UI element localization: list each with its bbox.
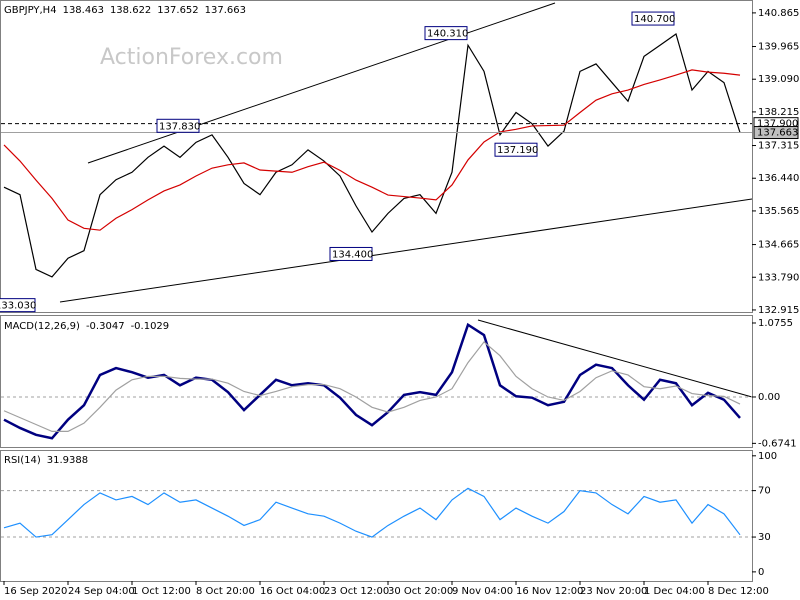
channel-lower [59, 198, 753, 303]
y-tick-label: 1.0755 [758, 318, 793, 329]
x-tick-label: 9 Nov 04:00 [452, 586, 513, 597]
panel-label: -0.3047 [86, 321, 125, 332]
annotation-label: 134.400 [332, 249, 373, 260]
y-tick-label: 135.565 [758, 206, 799, 217]
panel-label: 137.652 [157, 5, 198, 16]
y-tick-label: 0.00 [758, 392, 780, 403]
annotation-label: 140.700 [634, 14, 675, 25]
y-tick-label: 134.665 [758, 240, 799, 251]
panel-label: 138.622 [110, 5, 151, 16]
y-tick-label: 139.965 [758, 42, 799, 53]
x-tick-label: 8 Oct 20:00 [196, 586, 255, 597]
x-tick-label: 16 Oct 04:00 [260, 586, 325, 597]
y-tick-label: 137.315 [758, 141, 799, 152]
panel-label: -0.1029 [131, 321, 170, 332]
annotation-label: 137.830 [159, 121, 200, 132]
y-tick-label: 139.090 [758, 74, 799, 85]
x-tick-label: 1 Dec 04:00 [644, 586, 705, 597]
annotation-label: 137.190 [497, 145, 538, 156]
price-panel [0, 0, 753, 313]
x-tick-label: 23 Oct 12:00 [324, 586, 389, 597]
annotation-box [424, 26, 468, 41]
annotation-label: 133.030 [0, 301, 36, 312]
panel-label: 138.463 [63, 5, 104, 16]
y-tick-label: 132.915 [758, 305, 799, 316]
annotation-box [329, 246, 373, 261]
annotation-box [494, 142, 538, 157]
y-tick-label: -0.6741 [758, 438, 797, 449]
y-tick-label: 133.790 [758, 272, 799, 283]
panel-label: 31.9388 [47, 455, 88, 466]
y-tick-label: 100 [758, 451, 777, 462]
panel-label: GBPJPY,H4 [4, 5, 57, 16]
y-tick-label: 138.215 [758, 107, 799, 118]
annotation-box [0, 298, 36, 313]
channel-upper [87, 2, 556, 164]
panel-label: 137.663 [205, 5, 246, 16]
panel-label: RSI(14) [4, 455, 41, 466]
series-line [3, 341, 741, 432]
watermark: ActionForex.com [100, 45, 283, 70]
x-tick-label: 16 Nov 12:00 [516, 586, 583, 597]
series-line [3, 33, 741, 278]
rsi-panel [0, 450, 753, 582]
series-line [3, 69, 741, 231]
x-tick-label: 16 Sep 2020 [4, 586, 67, 597]
y-tick-label: 136.440 [758, 173, 799, 184]
x-tick-label: 8 Dec 12:00 [708, 586, 769, 597]
y-tick-label: 70 [758, 486, 771, 497]
x-tick-label: 24 Sep 04:00 [68, 586, 135, 597]
x-tick-label: 1 Oct 12:00 [132, 586, 191, 597]
price-tag-label: 137.663 [757, 128, 798, 139]
panel-label: MACD(12,26,9) [4, 321, 80, 332]
y-tick-label: 30 [758, 532, 771, 543]
annotation-box [631, 11, 675, 26]
price-tag [753, 126, 799, 140]
x-tick-label: 23 Nov 20:00 [580, 586, 647, 597]
price-tag-label: 137.900 [757, 119, 798, 130]
y-tick-label: 140.865 [758, 8, 799, 19]
macd-panel [0, 315, 753, 448]
macd-trendline [477, 319, 753, 398]
series-line [3, 487, 741, 538]
annotation-label: 140.310 [427, 29, 468, 40]
series-line [3, 322, 741, 440]
y-tick-label: 0 [758, 567, 764, 578]
x-tick-label: 30 Oct 20:00 [388, 586, 453, 597]
annotation-box [156, 118, 200, 133]
